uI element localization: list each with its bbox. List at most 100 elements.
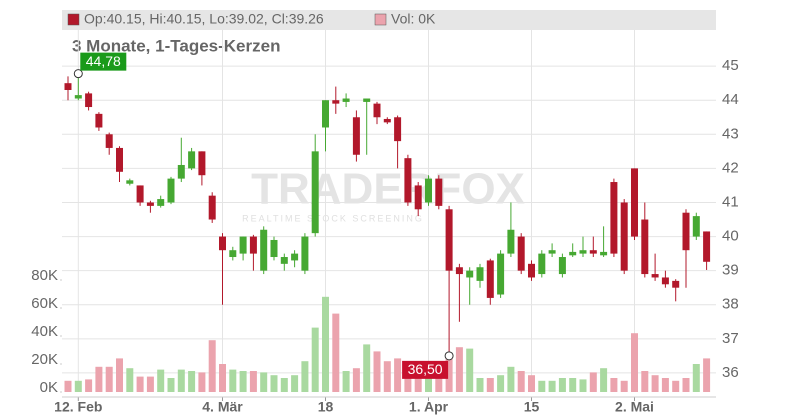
volume-bar xyxy=(620,380,628,392)
y-tick-label: 45 xyxy=(722,57,739,74)
candle-body xyxy=(661,277,669,285)
volume-bar xyxy=(219,364,226,392)
candle-body xyxy=(322,100,329,128)
plot: 36 37 38 39 40 41 42 43 44 45 0K 20K 40K 60K 80K 12. Fe… xyxy=(31,30,739,415)
candle-body xyxy=(486,260,494,298)
candle-body xyxy=(528,263,535,278)
candle-body xyxy=(703,231,711,262)
y-tick-label: 36 xyxy=(722,364,739,381)
candle-body xyxy=(455,267,463,275)
candle-body xyxy=(260,229,268,271)
candle-body xyxy=(569,251,577,256)
candle-body xyxy=(219,236,226,251)
candle-body xyxy=(445,209,453,271)
y-tick-label: 43 xyxy=(722,125,739,142)
volume-bar xyxy=(507,366,515,392)
candle-body xyxy=(497,253,505,295)
volume-bar xyxy=(373,351,381,392)
volume-bar xyxy=(332,313,340,392)
volume-bar xyxy=(291,375,299,392)
candle-body xyxy=(558,257,566,275)
legend-volume: Vol: 0K xyxy=(391,11,436,27)
volume-bar xyxy=(64,380,72,392)
volume-bar xyxy=(631,333,638,392)
candle-body xyxy=(435,178,443,206)
legend-swatch xyxy=(374,13,387,26)
candle-body xyxy=(507,229,515,254)
volume-bar xyxy=(270,375,278,392)
subtitle: 3 Monate, 1-Tages-Kerzen xyxy=(72,36,280,55)
volume-bar xyxy=(352,368,360,392)
candle-body xyxy=(672,280,680,288)
candle-body xyxy=(620,202,628,271)
candle-body xyxy=(291,253,299,261)
volume-bar xyxy=(455,347,463,392)
volume-bar xyxy=(146,376,154,392)
candle-body xyxy=(239,236,247,254)
volume-bar xyxy=(476,378,484,392)
volume-bar xyxy=(435,366,443,392)
volume-bar xyxy=(538,380,546,392)
annotation-box xyxy=(402,360,449,379)
candle-body xyxy=(198,151,206,176)
candle-body xyxy=(517,236,525,271)
candle-body xyxy=(136,185,144,203)
annotation-marker xyxy=(444,351,454,361)
volume-bar xyxy=(301,361,309,392)
candle-body xyxy=(641,219,649,275)
volume-bar xyxy=(558,378,566,392)
candle-body xyxy=(466,270,474,278)
volume-bar xyxy=(363,344,371,392)
volume-bar xyxy=(74,380,82,392)
candle-body xyxy=(229,250,237,258)
y-tick-label: 42 xyxy=(722,159,739,176)
candle-body xyxy=(126,180,134,184)
candle-body xyxy=(64,83,72,90)
candle-body xyxy=(157,199,165,206)
legend-swatch xyxy=(67,13,80,26)
candle-body xyxy=(610,182,618,254)
candle-body xyxy=(85,93,93,108)
y2-tick-label: 0K xyxy=(40,379,58,396)
candle-body xyxy=(105,134,113,148)
candle-body xyxy=(476,267,484,281)
volume-bar xyxy=(651,375,659,392)
volume-bar xyxy=(703,358,711,392)
volume-bar xyxy=(177,369,185,392)
volume-bar xyxy=(157,369,165,392)
candle-body xyxy=(538,253,546,275)
candle-body xyxy=(404,158,412,203)
candle-body xyxy=(373,103,381,118)
volume-bar xyxy=(589,372,597,392)
volume-bar xyxy=(610,378,618,392)
y-tick-label: 39 xyxy=(722,262,739,279)
candle-body xyxy=(600,251,608,256)
candle-body xyxy=(589,250,597,254)
volume-bar xyxy=(569,378,577,392)
y2-tick-label: 60K xyxy=(31,295,58,312)
x-tick-label: 18 xyxy=(318,399,334,415)
candle-body xyxy=(425,178,432,203)
volume-bar xyxy=(188,371,196,392)
x-tick-label: 15 xyxy=(524,399,540,415)
volume-bar xyxy=(322,296,329,392)
volume-bar xyxy=(198,372,206,392)
volume-bar xyxy=(229,369,237,392)
volume-bar xyxy=(497,375,505,392)
x-tick-label: 12. Feb xyxy=(54,399,102,415)
candle-body xyxy=(692,216,700,237)
candle-body xyxy=(249,236,257,254)
volume-bar xyxy=(692,364,700,392)
annotation-label: 44,78 xyxy=(86,53,121,69)
candle-body xyxy=(301,236,309,271)
volume-bar xyxy=(394,358,402,392)
volume-bar xyxy=(528,375,535,392)
y-tick-label: 44 xyxy=(722,91,739,108)
candle-body xyxy=(74,95,82,99)
volume-bar xyxy=(661,378,669,392)
volume-bar xyxy=(600,368,608,392)
volume-bar xyxy=(641,371,649,392)
volume-bar xyxy=(85,379,93,392)
candle-body xyxy=(383,118,391,123)
candle-body xyxy=(311,151,319,234)
